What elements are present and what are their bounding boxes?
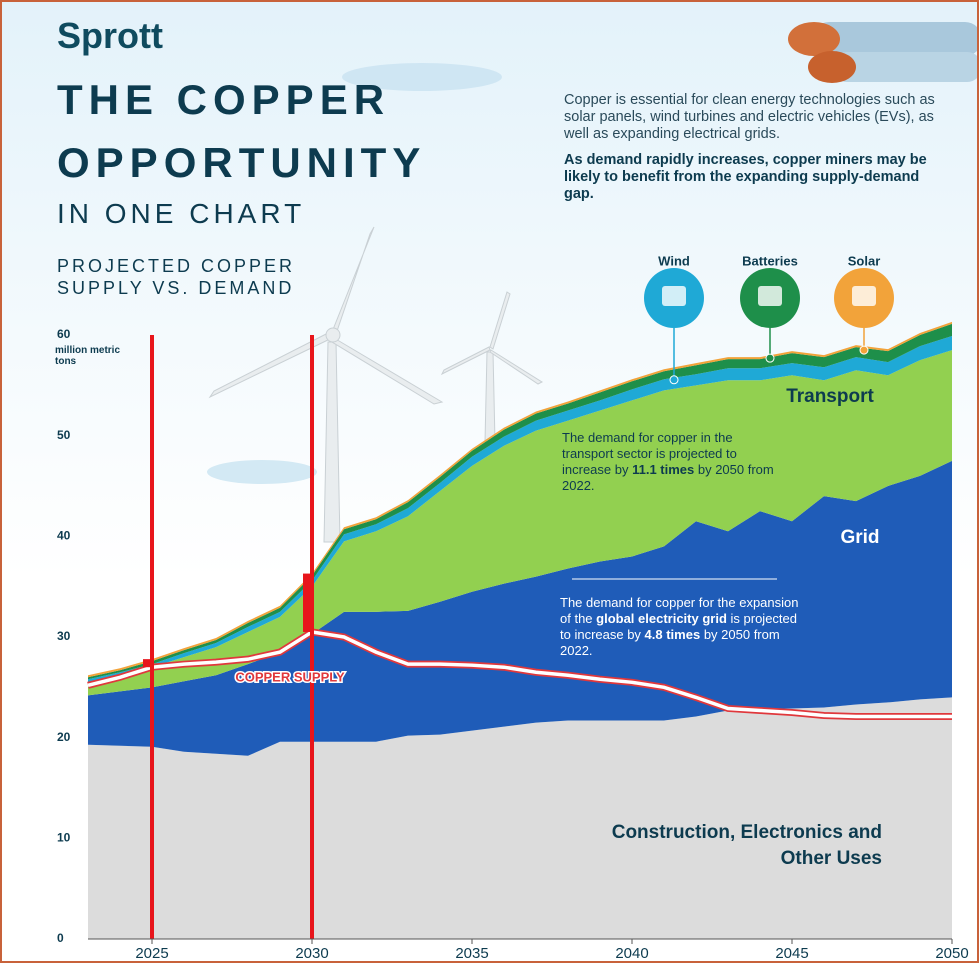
y-tick-label: 60 xyxy=(57,327,71,341)
transport-note: The demand for copper in the transport s… xyxy=(562,430,782,494)
icon-glyph xyxy=(662,286,686,306)
title: THE COPPER xyxy=(57,76,390,123)
x-tick-label: 2050 xyxy=(935,945,968,961)
cloud xyxy=(342,63,502,91)
y-tick-label: 40 xyxy=(57,529,71,543)
highlight: As demand rapidly increases, copper mine… xyxy=(564,152,927,202)
supply-line xyxy=(87,630,952,719)
x-tick-label: 2025 xyxy=(135,945,168,961)
legend-dot xyxy=(765,353,775,363)
legend-label: Batteries xyxy=(742,253,798,268)
legend-label: Solar xyxy=(848,253,881,268)
note-text: global electricity grid xyxy=(596,611,727,626)
y-tick-label: 20 xyxy=(57,730,71,744)
note-text: The demand for copper in the transport s… xyxy=(562,430,737,477)
x-tick-label: 2040 xyxy=(615,945,648,961)
legend-dot xyxy=(859,345,869,355)
chart-title: SUPPLY VS. DEMAND xyxy=(57,278,294,298)
icon-glyph xyxy=(852,286,876,306)
legend-label: Wind xyxy=(658,253,690,268)
x-tick-label: 2030 xyxy=(295,945,328,961)
chart-title: PROJECTED COPPER xyxy=(57,256,295,276)
icon-glyph xyxy=(758,286,782,306)
area xyxy=(88,336,952,683)
area-label: Grid xyxy=(840,527,879,548)
note-text: 4.8 times xyxy=(644,627,701,642)
subtitle: IN ONE CHART xyxy=(57,198,305,229)
y-tick-label: 50 xyxy=(57,428,71,442)
brand: Sprott xyxy=(57,15,163,56)
note-text: 11.1 times xyxy=(632,462,695,477)
area xyxy=(88,697,952,939)
x-tick-label: 2045 xyxy=(775,945,808,961)
construction-label: Construction, Electronics and Other Uses xyxy=(611,822,882,869)
copper-cable-icon xyxy=(788,22,977,83)
y-tick-label: 30 xyxy=(57,629,71,643)
y-tick-label: 10 xyxy=(57,831,71,845)
title: OPPORTUNITY xyxy=(57,139,426,186)
note-text: by 2050 from 2022. xyxy=(560,627,780,658)
grid-note: The demand for copper for the expansion … xyxy=(560,595,805,659)
x-tick-label: 2035 xyxy=(455,945,488,961)
supply-gap xyxy=(143,659,153,668)
cloud xyxy=(207,460,317,484)
note-text: is projected to increase by xyxy=(560,611,797,642)
y-unit: million metric tons xyxy=(55,345,121,367)
supply-label: COPPER SUPPLY xyxy=(235,669,345,684)
wind-turbine xyxy=(208,226,544,543)
supply-gap xyxy=(303,573,313,632)
plot xyxy=(87,321,952,939)
legend-dot xyxy=(669,375,679,385)
description: Copper is essential for clean energy tec… xyxy=(564,92,935,142)
y-tick-label: 0 xyxy=(57,931,64,945)
area-label: Transport xyxy=(786,386,874,407)
area xyxy=(88,460,952,756)
note-text: by 2050 from 2022. xyxy=(562,462,774,493)
note-text: The demand for copper for the expansion … xyxy=(560,595,799,626)
